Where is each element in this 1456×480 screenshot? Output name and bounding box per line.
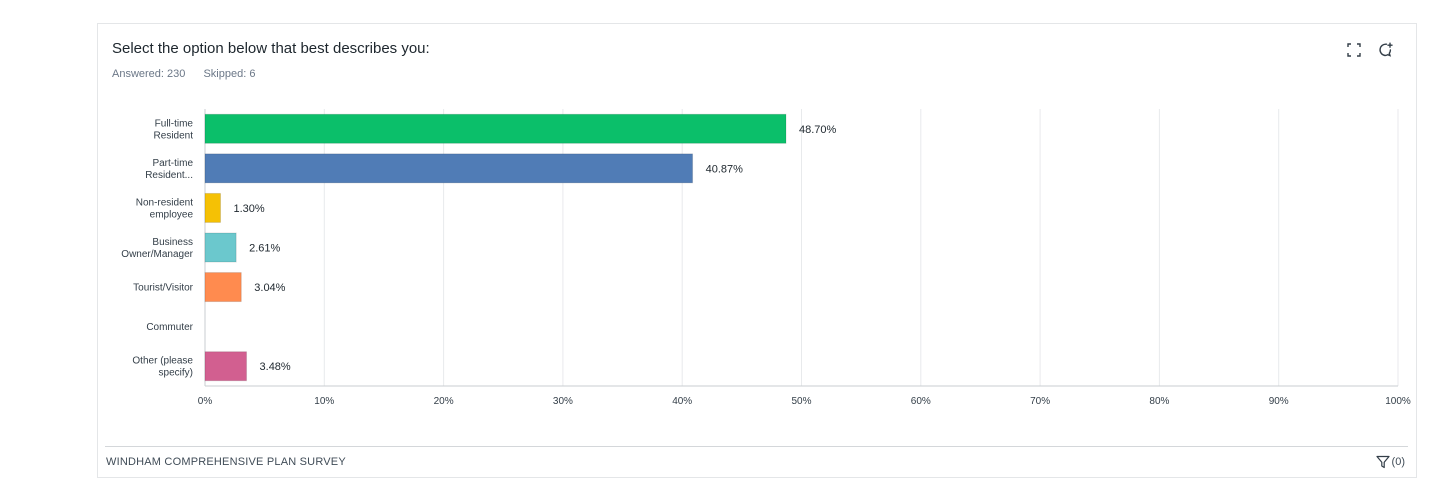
value-label: 2.61% xyxy=(249,243,280,255)
survey-name: WINDHAM COMPREHENSIVE PLAN SURVEY xyxy=(106,456,346,468)
chart-gridlines xyxy=(204,109,1399,387)
x-tick-label: 10% xyxy=(314,396,334,407)
value-label: 1.30% xyxy=(234,203,265,215)
x-tick-label: 50% xyxy=(791,396,811,407)
category-label: Part-time Resident... xyxy=(145,158,193,181)
x-tick-label: 90% xyxy=(1269,396,1289,407)
x-tick-label: 30% xyxy=(553,396,573,407)
filter-button[interactable]: (0) xyxy=(1375,455,1405,469)
bar[interactable] xyxy=(204,232,237,263)
bar-chart: Full-time Resident Part-time Resident... Non… xyxy=(121,109,1411,407)
bar[interactable] xyxy=(204,113,787,144)
value-label: 3.48% xyxy=(260,361,291,373)
x-tick-label: 80% xyxy=(1149,396,1169,407)
skipped-count: Skipped: 6 xyxy=(203,68,256,80)
x-tick-label: 40% xyxy=(672,396,692,407)
category-label: Non-resident employee xyxy=(136,197,194,220)
expand-icon[interactable] xyxy=(1344,40,1364,60)
bar[interactable] xyxy=(204,192,222,223)
value-label: 48.70% xyxy=(799,124,837,136)
category-label: Business Owner/Manager xyxy=(121,237,193,260)
filter-icon xyxy=(1375,455,1390,469)
x-tick-label: 60% xyxy=(911,396,931,407)
chart-x-tick-labels: 0% 10% 20% 30% 40% 50% 60% 70% 80% 90% 100% xyxy=(198,396,1411,407)
x-tick-label: 70% xyxy=(1030,396,1050,407)
category-label: Other (please specify) xyxy=(132,356,193,379)
card-footer: WINDHAM COMPREHENSIVE PLAN SURVEY (0) xyxy=(105,446,1408,479)
bar[interactable] xyxy=(204,351,248,382)
question-title: Select the option below that best descri… xyxy=(112,40,430,57)
category-label: Tourist/Visitor xyxy=(133,283,194,294)
bar[interactable] xyxy=(204,153,694,184)
answered-count: Answered: 230 xyxy=(112,68,186,80)
value-label: 3.04% xyxy=(254,282,285,294)
question-card: Select the option below that best descri… xyxy=(97,23,1417,478)
value-label: 40.87% xyxy=(706,163,744,175)
chart-value-labels: 48.70% 40.87% 1.30% 2.61% 3.04% 3.48% xyxy=(234,124,837,373)
response-stats: Answered: 230 Skipped: 6 xyxy=(112,68,270,80)
chart-bars xyxy=(204,113,787,382)
category-label: Full-time Resident xyxy=(154,118,194,141)
filter-count: (0) xyxy=(1391,456,1405,468)
x-tick-label: 100% xyxy=(1385,396,1411,407)
x-tick-label: 0% xyxy=(198,396,213,407)
x-tick-label: 20% xyxy=(434,396,454,407)
category-label: Commuter xyxy=(146,322,193,333)
comment-icon[interactable] xyxy=(1375,40,1395,60)
bar[interactable] xyxy=(204,272,242,303)
chart-category-labels: Full-time Resident Part-time Resident... Non… xyxy=(121,118,193,378)
